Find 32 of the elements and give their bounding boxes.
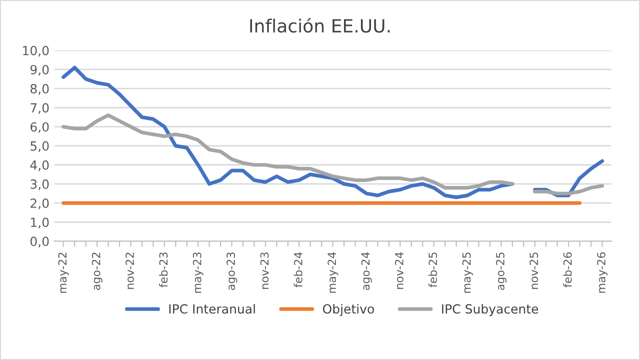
legend-label: IPC Interanual [169, 304, 255, 314]
y-tick-label: 8,0 [30, 84, 49, 95]
x-tick-label: ago-25 [496, 252, 507, 290]
legend-label: Objetivo [322, 304, 374, 316]
x-tick-label: ago-23 [226, 252, 238, 290]
x-tick-label: feb-24 [294, 252, 302, 288]
y-tick-label: 4,0 [30, 160, 49, 172]
y-tick-label: 10,0 [23, 46, 49, 57]
y-tick-label: 9,0 [30, 64, 49, 76]
x-tick-label: feb-23 [159, 252, 168, 288]
y-tick-label: 3,0 [30, 179, 49, 190]
x-tick-label: nov-25 [530, 252, 538, 289]
legend-label: IPC Subyacente [442, 304, 538, 316]
x-tick-label: may-26 [597, 252, 608, 293]
x-tick-label: nov-23 [260, 252, 269, 289]
x-tick-label: nov-22 [126, 252, 134, 289]
x-tick-label: may-25 [462, 252, 473, 293]
x-tick-label: ago-22 [92, 252, 102, 290]
x-tick-label: feb-25 [428, 252, 438, 288]
x-tick-label: may-24 [328, 252, 338, 293]
y-tick-label: 0,0 [30, 236, 49, 248]
x-tick-label: may-23 [192, 252, 204, 293]
y-tick-label: 2,0 [30, 198, 49, 210]
x-tick-label: nov-24 [394, 252, 404, 289]
y-tick-label: 5,0 [30, 141, 49, 152]
x-tick-label: may-22 [58, 252, 69, 293]
x-tick-label: feb-26 [563, 252, 572, 288]
y-tick-label: 7,0 [30, 103, 49, 114]
x-tick-label: ago-24 [361, 252, 372, 290]
y-tick-label: 6,0 [30, 122, 49, 133]
y-tick-label: 1,0 [31, 218, 49, 228]
chart-title: Inflación EE.UU. [250, 18, 390, 33]
